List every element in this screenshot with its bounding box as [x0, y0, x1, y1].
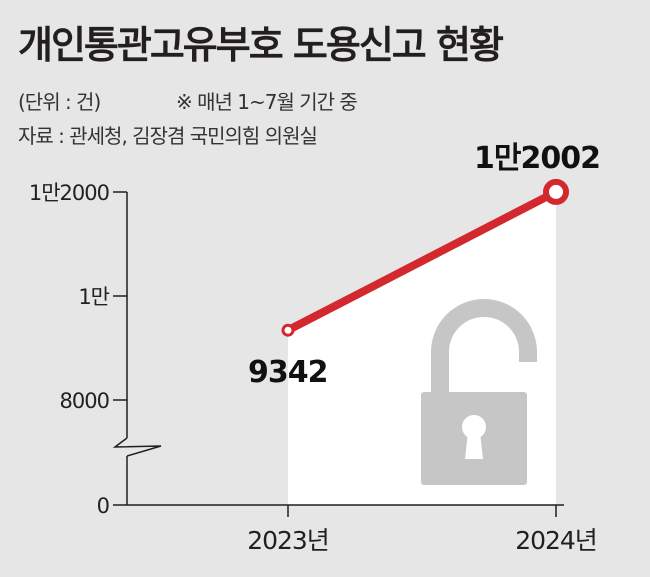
period-note: ※ 매년 1~7월 기간 중 — [176, 90, 358, 114]
source-note: 자료 : 관세청, 김장겸 국민의힘 의원실 — [18, 124, 318, 148]
data-labels: 9342 1만2002 — [248, 141, 601, 390]
y-axis: 0 8000 1만 1만2000 — [29, 181, 162, 518]
chart-title: 개인통관고유부호 도용신고 현황 — [18, 23, 504, 67]
x-axis: 2023년 2024년 — [127, 504, 598, 555]
data-label-2024: 1만2002 — [474, 141, 600, 176]
data-point-2024 — [543, 178, 569, 205]
y-tick-label: 1만 — [78, 285, 109, 309]
axis-break-mark — [112, 437, 162, 457]
series-line — [281, 178, 569, 337]
y-tick-label: 1만2000 — [29, 181, 109, 205]
data-point-2023 — [281, 323, 295, 337]
y-tick-label: 8000 — [60, 389, 109, 413]
y-tick-label: 0 — [97, 494, 109, 518]
series-segment — [284, 187, 560, 335]
padlock-unlocked-icon — [421, 299, 537, 485]
unit-note: (단위 : 건) — [18, 90, 101, 114]
data-label-2023: 9342 — [248, 355, 328, 390]
x-tick-label: 2023년 — [247, 526, 329, 555]
x-tick-label: 2024년 — [515, 526, 597, 555]
